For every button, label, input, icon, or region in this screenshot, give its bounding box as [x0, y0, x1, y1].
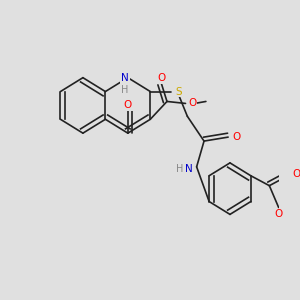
Text: N: N: [185, 164, 193, 174]
Text: O: O: [188, 98, 196, 108]
Text: H: H: [176, 164, 184, 174]
Text: S: S: [175, 86, 182, 97]
Text: O: O: [233, 132, 241, 142]
Text: O: O: [124, 100, 132, 110]
Text: N: N: [121, 73, 129, 83]
Text: O: O: [157, 73, 166, 83]
Text: O: O: [274, 209, 283, 219]
Text: H: H: [122, 85, 129, 94]
Text: O: O: [292, 169, 300, 179]
